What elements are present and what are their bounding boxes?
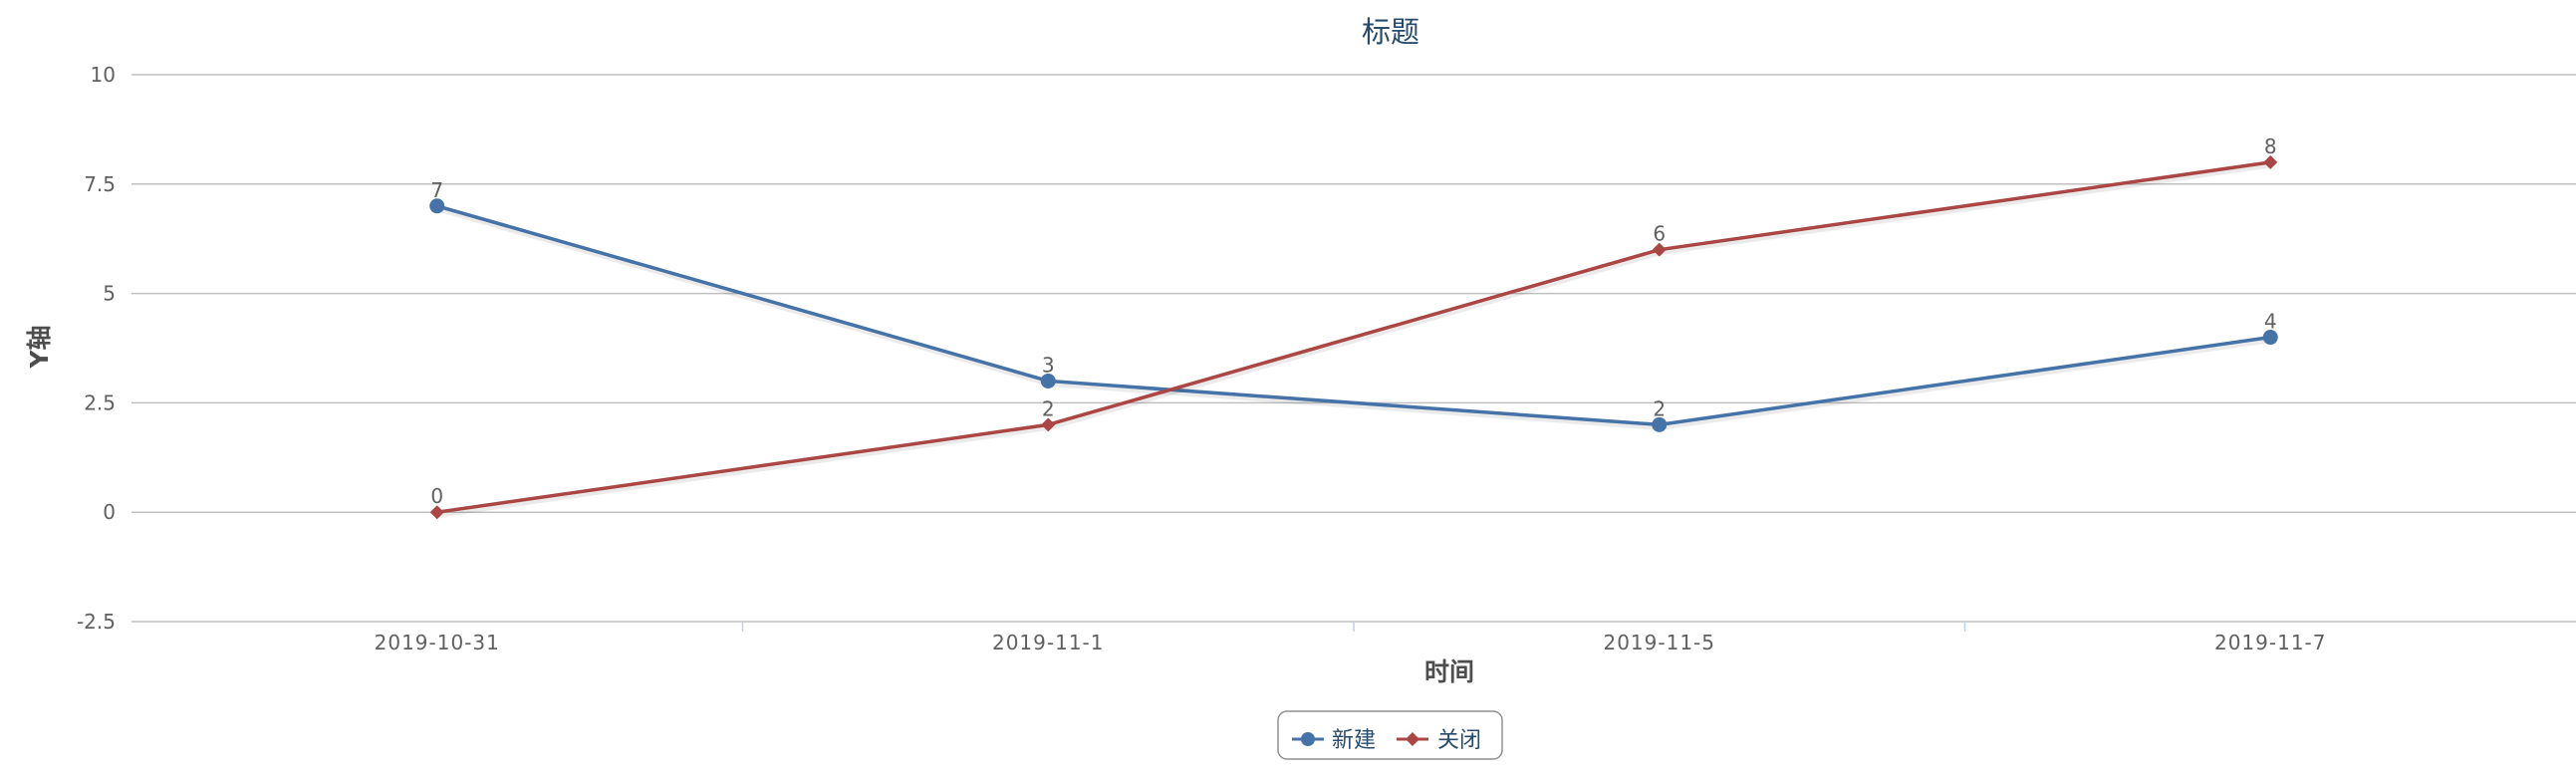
data-label: 2 (1042, 396, 1055, 420)
legend-circle-marker-icon (1301, 732, 1315, 746)
data-point-circle[interactable] (1040, 373, 1056, 389)
y-tick-label: 0 (103, 500, 116, 524)
y-tick-label: 7.5 (84, 172, 116, 196)
data-point-circle[interactable] (2262, 330, 2278, 346)
y-tick-label: 5 (103, 282, 116, 306)
x-axis: 2019-10-31 2019-11-1 2019-11-5 2019-11-7 (375, 622, 2327, 654)
y-axis-title: Y轴 (25, 325, 54, 369)
legend-diamond-marker-icon (1406, 732, 1419, 746)
data-point-diamond[interactable] (1041, 417, 1056, 432)
legend-label-new: 新建 (1332, 728, 1376, 753)
data-label: 7 (430, 178, 443, 202)
series-line-shadow (436, 204, 2272, 430)
y-tick-label: 2.5 (84, 390, 116, 414)
data-label: 6 (1653, 222, 1666, 246)
data-label: 0 (430, 484, 443, 508)
series-lines (429, 154, 2278, 520)
x-axis-title: 时间 (1424, 657, 1474, 686)
y-tick-label: -2.5 (77, 610, 116, 634)
legend-item-new[interactable]: 新建 (1292, 728, 1376, 753)
data-point-diamond[interactable] (429, 505, 444, 520)
series-line (435, 160, 2272, 514)
legend-item-closed[interactable]: 关闭 (1397, 728, 1481, 753)
data-point-circle[interactable] (429, 198, 445, 214)
data-label: 8 (2264, 134, 2277, 158)
chart-title: 标题 (1362, 15, 1419, 49)
x-tick-label: 2019-11-1 (992, 631, 1105, 654)
data-label: 2 (1653, 396, 1666, 420)
data-label: 4 (2264, 310, 2277, 334)
y-tick-label: 10 (91, 63, 116, 87)
data-point-circle[interactable] (1652, 416, 1668, 432)
data-point-diamond[interactable] (1652, 242, 1667, 257)
series-line (435, 204, 2272, 427)
legend-label-closed: 关闭 (1437, 728, 1481, 753)
data-label: 3 (1042, 353, 1055, 377)
data-point-diamond[interactable] (2263, 154, 2278, 169)
x-tick-label: 2019-11-7 (2214, 631, 2327, 654)
x-tick-label: 2019-11-5 (1603, 631, 1715, 654)
series-line-shadow (437, 160, 2272, 518)
legend-box (1277, 710, 1503, 760)
x-tick-label: 2019-10-31 (375, 631, 500, 654)
data-labels: 7 3 2 4 0 2 6 8 (430, 134, 2276, 508)
legend: 新建 关闭 (1277, 710, 1503, 760)
